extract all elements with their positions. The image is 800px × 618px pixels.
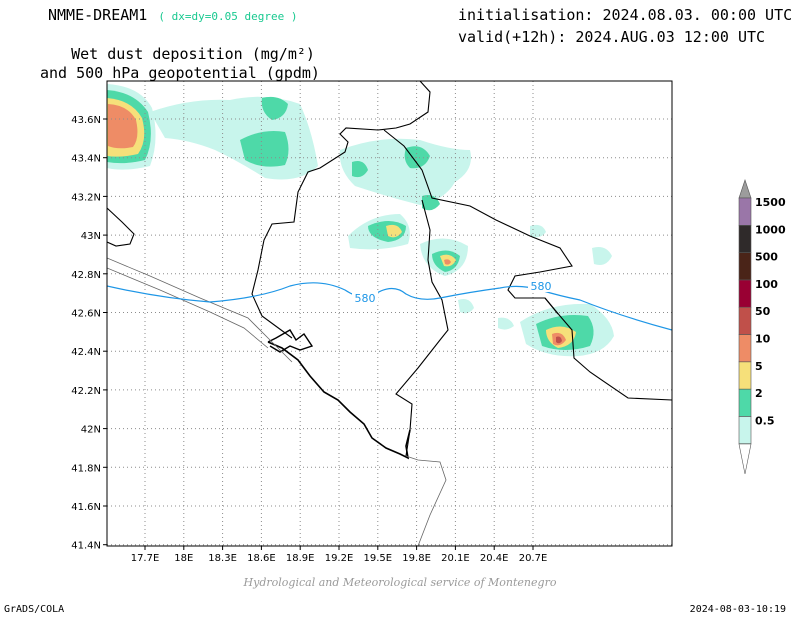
lat-tick-label: 42.6N (71, 309, 101, 320)
valid-time: valid(+12h): 2024.AUG.03 12:00 UTC (458, 28, 766, 46)
map-frame (106, 80, 673, 547)
lon-tick-label: 18.3E (208, 553, 237, 564)
lon-tick-label: 18.9E (286, 553, 315, 564)
legend-color-box (738, 197, 752, 226)
dust-area-2 (404, 146, 430, 169)
legend-color-box (738, 225, 752, 253)
legend-colorbar: 0.5 2 5 10 50 100 500 1000 1500 (738, 179, 786, 475)
lat-tick-label: 42.8N (71, 270, 101, 281)
dust-area-5 (386, 224, 402, 238)
geopotential-contour-580 (107, 282, 672, 331)
initialisation-time: initialisation: 2024.08.03. 00:00 UTC (458, 6, 793, 24)
software-label: GrADS/COLA (4, 604, 65, 615)
lon-tick-label: 19.8E (402, 553, 431, 564)
sea-border (107, 257, 293, 363)
boundaries (107, 81, 672, 546)
lat-tick-label: 42.2N (71, 386, 101, 397)
contour-label-bg (528, 279, 554, 292)
lon-tick-label: 19.2E (325, 553, 354, 564)
legend-label: 50 (755, 305, 771, 318)
legend-color-box (738, 279, 752, 308)
coastline (267, 341, 411, 460)
dust-area-2 (352, 161, 368, 178)
lon-tick-label: 20.1E (441, 553, 470, 564)
legend-color-box (738, 334, 752, 363)
lon-tick-label: 20.4E (480, 553, 509, 564)
dust-area-lowest (592, 247, 612, 265)
legend-color-box (738, 388, 752, 417)
legend-color-box (738, 252, 752, 281)
dust-area-lowest (530, 224, 546, 238)
lat-tick-label: 43.6N (71, 115, 101, 126)
legend-color-box (738, 361, 752, 390)
legend-color-box (738, 416, 752, 444)
lat-tick-label: 43.4N (71, 154, 101, 165)
longitude-axis: 17.7E 18E 18.3E 18.6E 18.9E 19.2E 19.5E 19.8E 20… (131, 546, 548, 564)
country-border (544, 297, 672, 401)
dust-deposition-field (107, 84, 614, 357)
legend-arrow-bottom (738, 443, 752, 475)
country-border (395, 199, 449, 457)
legend-label: 100 (755, 278, 778, 291)
lon-tick-label: 18E (174, 553, 193, 564)
legend-color-box (738, 306, 752, 335)
dust-area-2 (261, 96, 288, 120)
sea-border (107, 267, 269, 349)
generation-timestamp: 2024-08-03-10:19 (689, 604, 786, 615)
variable-title-line2: and 500 hPa geopotential (gpdm) (40, 64, 320, 82)
legend-label: 1500 (755, 196, 786, 209)
country-border (107, 207, 135, 247)
dust-area-lowest (339, 138, 471, 205)
lat-tick-label: 42N (81, 425, 101, 436)
contour-label-bg (352, 291, 378, 304)
lat-tick-label: 41.6N (71, 502, 101, 513)
lon-tick-label: 18.6E (247, 553, 276, 564)
country-border (251, 81, 431, 339)
dust-area-10 (108, 104, 138, 149)
lat-tick-label: 41.8N (71, 463, 101, 474)
lon-tick-label: 19.5E (364, 553, 393, 564)
coastline (267, 329, 314, 353)
contour-label: 580 (531, 280, 552, 293)
lon-tick-label: 17.7E (131, 553, 160, 564)
lat-tick-label: 41.4N (71, 541, 101, 552)
lon-tick-label: 20.7E (519, 553, 548, 564)
variable-title-line1: Wet dust deposition (mg/m²) (71, 45, 315, 63)
credit-text: Hydrological and Meteorological service … (243, 576, 557, 589)
legend-label: 1000 (755, 223, 786, 236)
dust-area-lowest (498, 317, 514, 330)
dust-area-2 (240, 131, 289, 167)
legend-label: 500 (755, 251, 778, 264)
model-title: NMME-DREAM1 ( dx=dy=0.05 degree ) (48, 6, 297, 24)
dust-area-50 (556, 336, 562, 344)
legend-label: 5 (755, 360, 763, 373)
legend-label: 2 (755, 387, 763, 400)
legend-label: 10 (755, 333, 771, 346)
model-resolution: ( dx=dy=0.05 degree ) (158, 10, 298, 23)
latitude-axis: 43.6N 43.4N 43.2N 43N 42.8N 42.6N 42.4N 42.2N 42… (71, 115, 107, 552)
contour-label: 580 (355, 292, 376, 305)
lat-tick-label: 42.4N (71, 347, 101, 358)
lat-tick-label: 43.2N (71, 192, 101, 203)
sea-border (405, 455, 447, 546)
country-border (383, 129, 573, 315)
contour-line (107, 282, 672, 331)
legend-label: 0.5 (755, 414, 775, 427)
lat-tick-label: 43N (81, 231, 101, 242)
dust-area-10 (444, 259, 451, 265)
dust-area-lowest (458, 299, 474, 314)
legend-arrow-top (738, 179, 752, 199)
model-name: NMME-DREAM1 (48, 6, 148, 24)
